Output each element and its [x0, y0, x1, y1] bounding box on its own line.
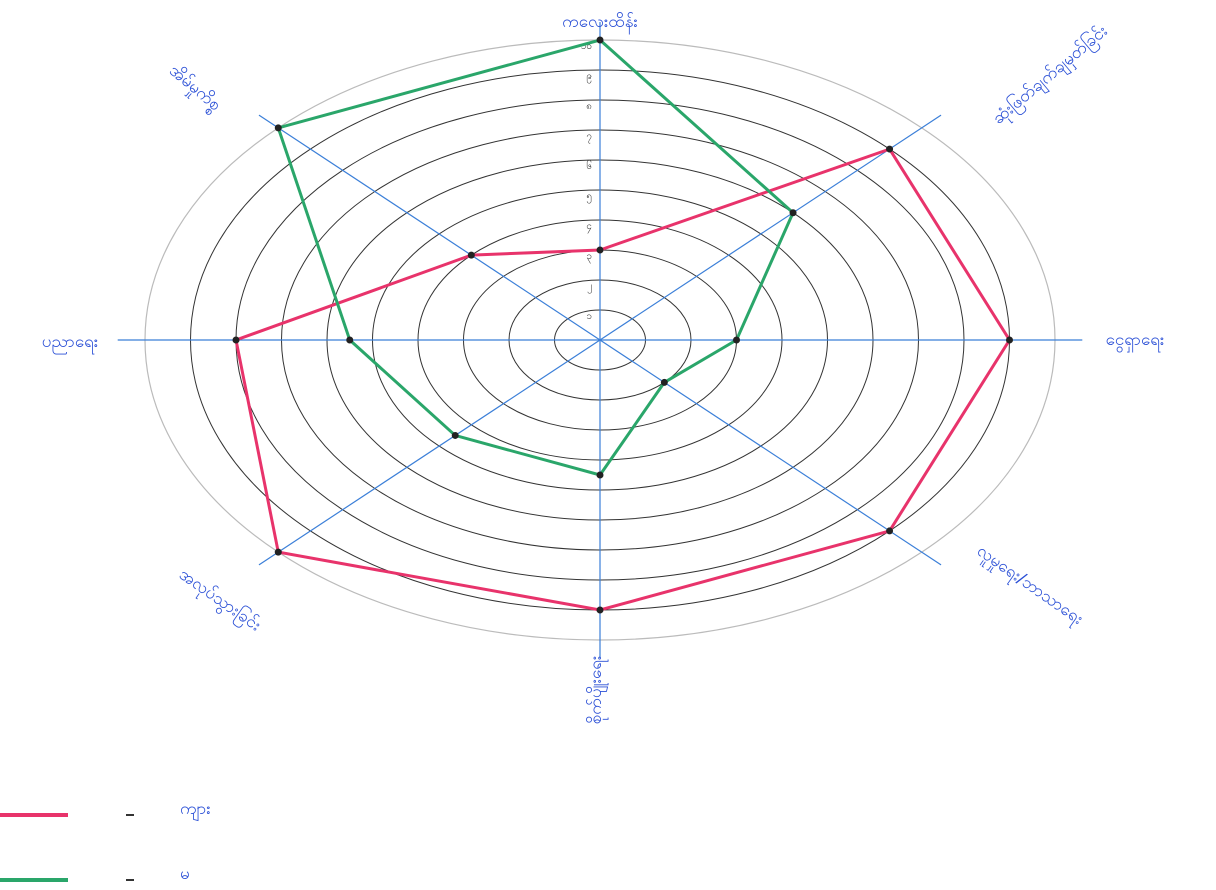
category-label: လူမှုရေး/ဘာသာရေး: [971, 541, 1086, 631]
series-polygon: [236, 149, 1010, 610]
series-polygon: [278, 40, 793, 475]
data-point: [661, 379, 668, 386]
r-tick-label: ၁: [586, 311, 592, 322]
r-tick-label: ၉: [586, 71, 592, 84]
data-point: [597, 472, 604, 479]
category-label: စိုက်ပျိုးရေး: [586, 656, 609, 725]
data-point: [886, 146, 893, 153]
data-point: [597, 247, 604, 254]
data-point: [597, 607, 604, 614]
r-tick-label: ၇: [586, 131, 592, 144]
r-tick-label: ၄: [586, 221, 592, 234]
r-tick-label: ၆: [586, 159, 592, 172]
axis-spoke: [259, 340, 600, 565]
data-point: [275, 549, 282, 556]
category-label: ပညာရေး: [42, 332, 98, 355]
data-point: [790, 209, 797, 216]
r-tick-label: ၃: [586, 251, 592, 264]
chart: ၁၂၃၄၅၆၇၈၉၁၀ကလေးထိန်းဆုံးဖြတ်ချက်ချမှတ်ခြ…: [0, 0, 1216, 890]
legend-label: မ: [180, 864, 190, 884]
category-label: အလုပ်သွားခြင်း: [174, 563, 266, 638]
data-point: [733, 337, 740, 344]
data-point: [468, 252, 475, 259]
category-label: ငွေရှာရေး: [1106, 330, 1165, 353]
data-point: [275, 124, 282, 131]
data-point: [1006, 337, 1013, 344]
category-label: အိမ်မှုကိစ္စ: [163, 61, 225, 118]
data-point: [886, 527, 893, 534]
legend-label: ကျား: [180, 799, 211, 822]
r-tick-label: ၂: [587, 281, 592, 294]
r-tick-label: ၅: [586, 191, 592, 204]
data-point: [346, 337, 353, 344]
data-point: [233, 337, 240, 344]
category-label: ဆုံးဖြတ်ချက်ချမှတ်ခြင်း: [987, 20, 1113, 131]
data-point: [597, 37, 604, 44]
r-tick-label: ၈: [586, 101, 592, 112]
axis-spoke: [259, 115, 600, 340]
data-point: [452, 432, 459, 439]
category-label: ကလေးထိန်း: [562, 12, 638, 35]
